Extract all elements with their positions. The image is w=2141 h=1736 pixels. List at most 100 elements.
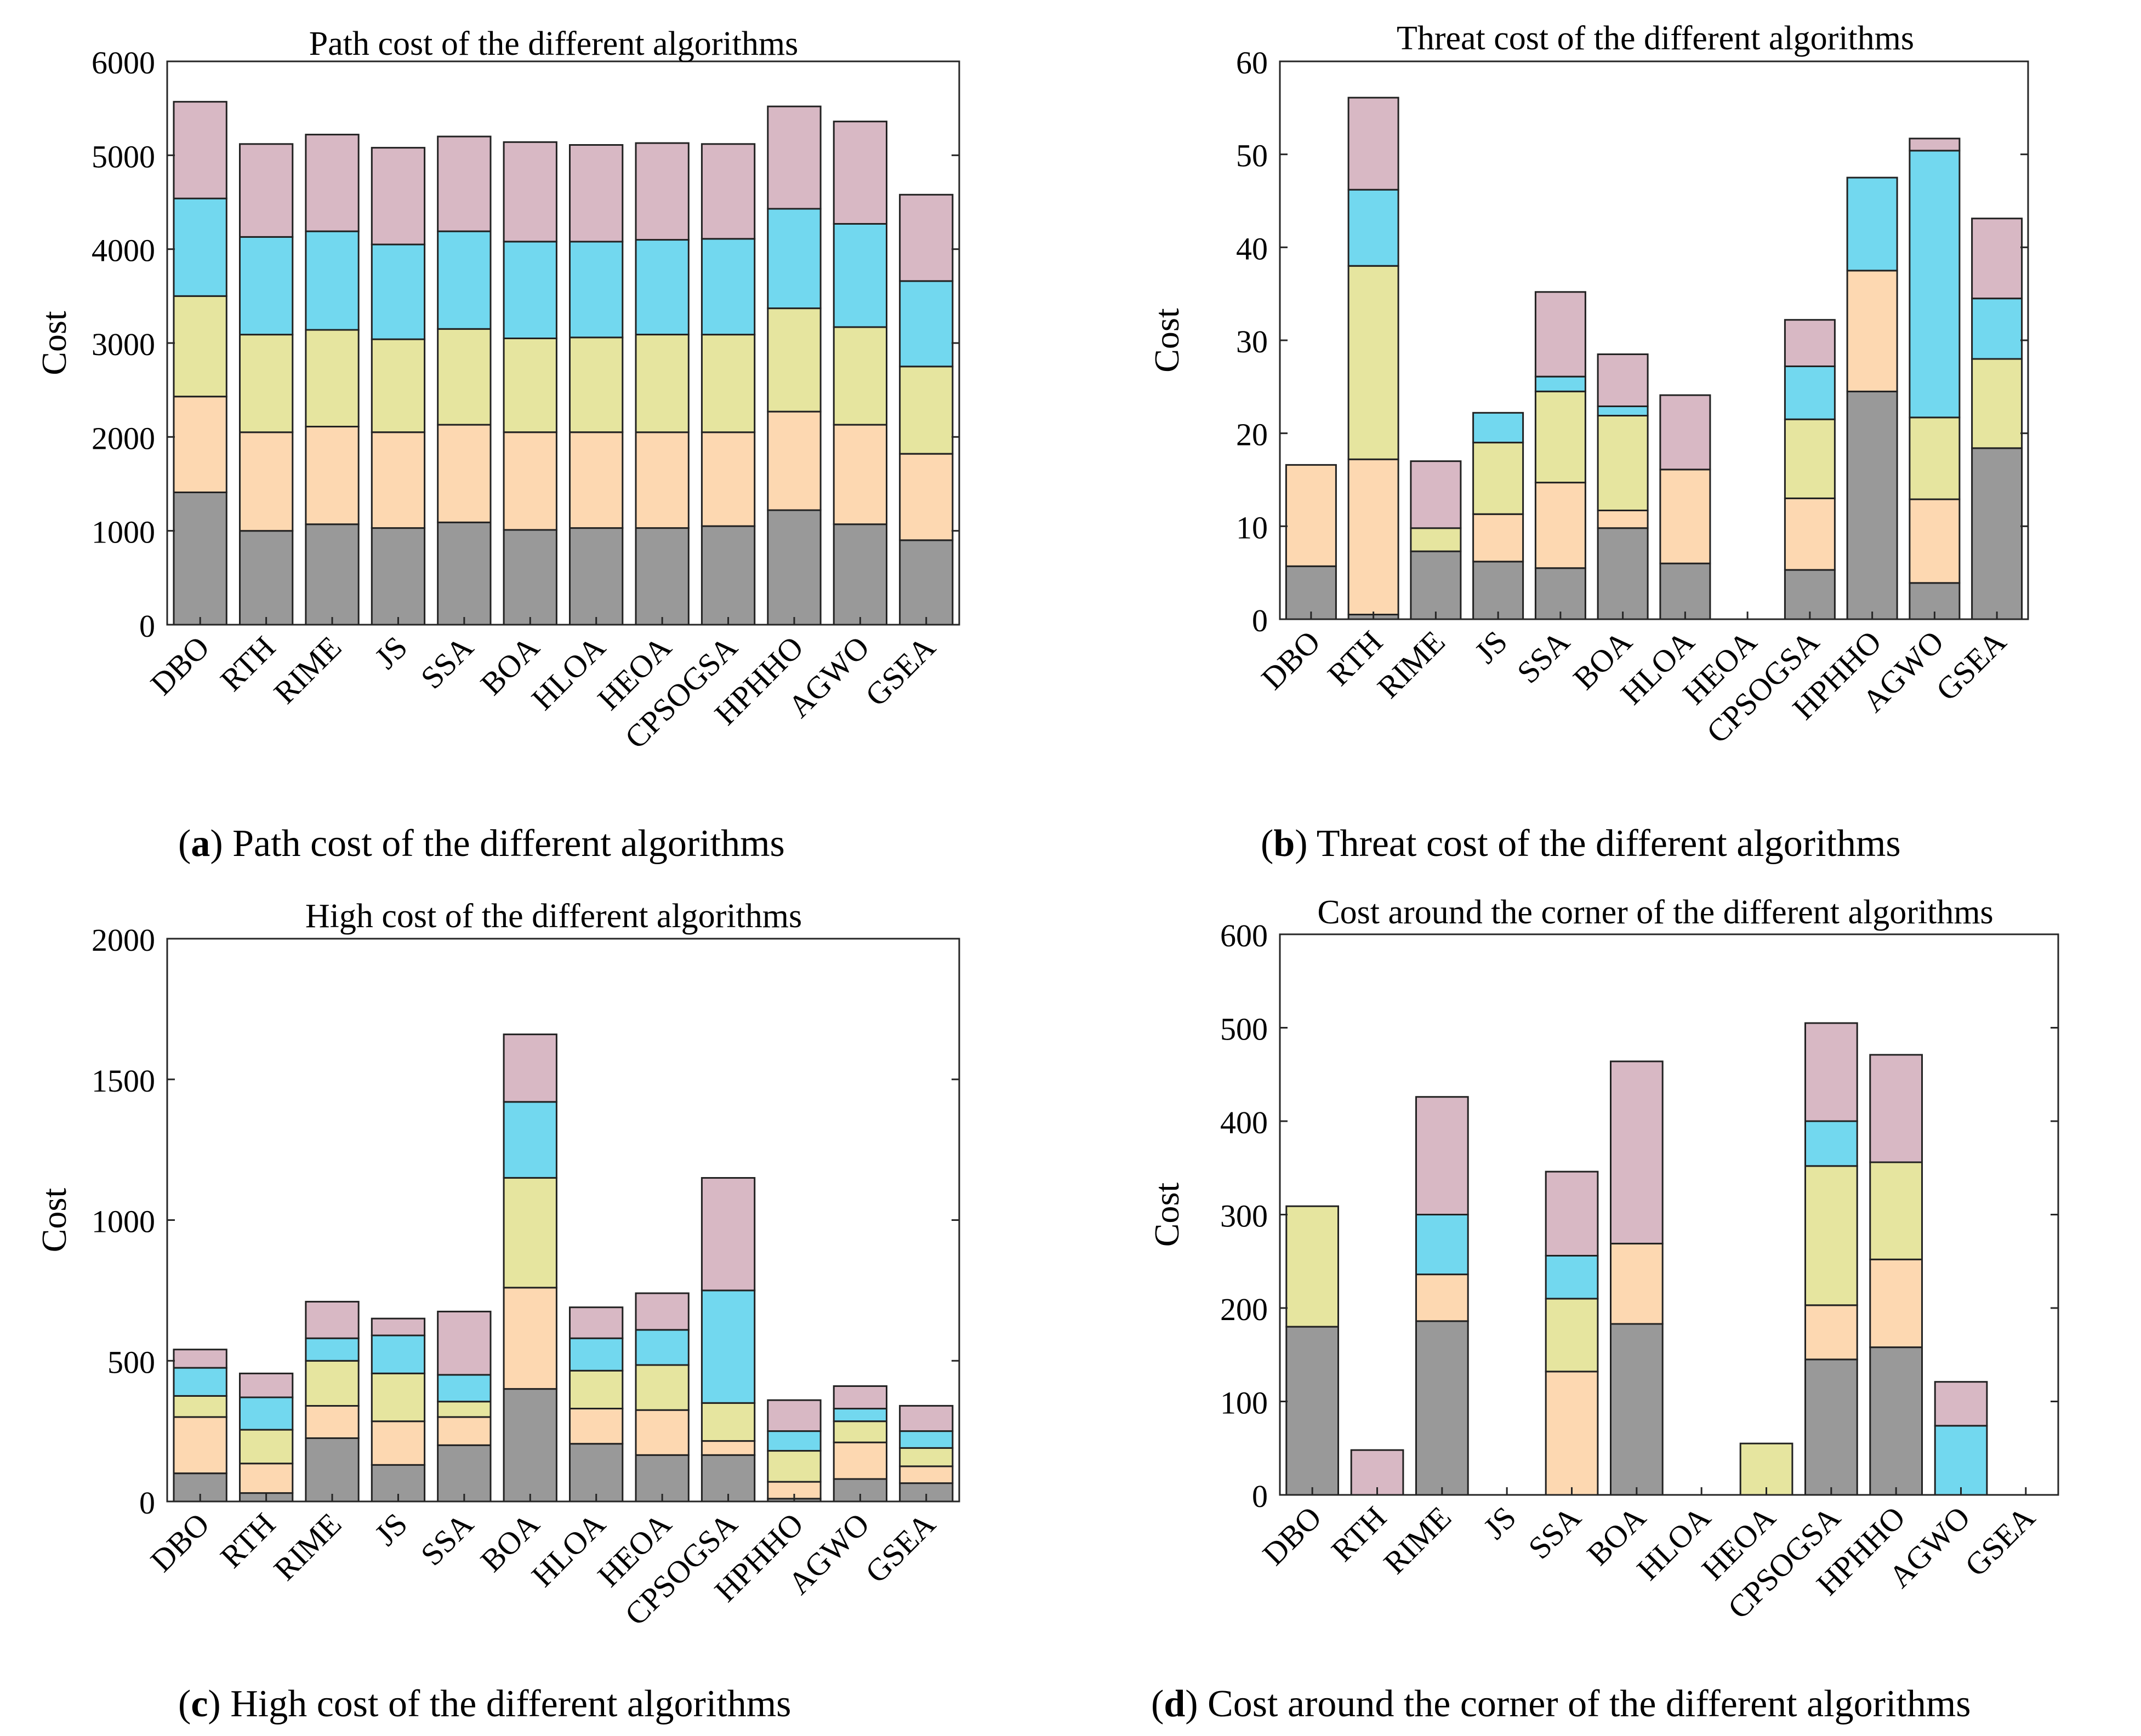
bar-cpsogsa-seg2: [701, 1440, 756, 1456]
y-tick-label: 1000: [92, 1204, 155, 1240]
bar-boa-seg2: [503, 431, 557, 531]
bar-hphho-seg4: [767, 208, 822, 310]
chart-title: Cost around the corner of the different …: [1317, 894, 1993, 931]
y-tick-label: 300: [1220, 1198, 1268, 1234]
x-tick-label-gsea: GSEA: [1958, 1499, 2042, 1583]
bar-rime-seg2: [305, 426, 360, 526]
bar-rime-seg4: [305, 230, 360, 331]
bar-heoa-seg3: [1739, 1442, 1793, 1496]
bar-agwo-seg2: [833, 424, 887, 526]
bar-agwo-seg2: [833, 1441, 887, 1480]
bar-dbo-seg1: [1285, 565, 1337, 620]
bar-agwo-seg3: [1909, 416, 1961, 500]
bar-ssa-seg2: [437, 424, 492, 523]
bar-rime-seg2: [1415, 1274, 1469, 1322]
x-tick-label-hloa: HLOA: [525, 629, 612, 717]
bar-dbo-seg5: [173, 101, 227, 199]
bar-ssa-seg1: [437, 521, 492, 626]
bar-heoa-seg4: [635, 239, 690, 335]
bar-rime-seg1: [1410, 550, 1462, 620]
bar-rime-seg2: [305, 1404, 360, 1439]
caption-b-text: ) Threat cost of the different algorithm…: [1295, 823, 1901, 865]
bar-js-seg2: [371, 431, 426, 529]
y-tick-label: 100: [1220, 1385, 1268, 1421]
bar-ssa-seg4: [1545, 1255, 1599, 1300]
bar-cpsogsa-seg2: [1804, 1304, 1858, 1361]
bar-cpsogsa-seg3: [701, 1402, 756, 1442]
chart-title: High cost of the different algorithms: [305, 898, 802, 935]
y-axis-label: Cost: [35, 311, 73, 375]
caption-d-text: ) Cost around the corner of the differen…: [1185, 1683, 1971, 1725]
bar-heoa-seg1: [635, 1454, 690, 1503]
bar-js-seg3: [371, 1372, 426, 1423]
bar-hphho-seg5: [767, 105, 822, 210]
bar-heoa-seg1: [635, 527, 690, 626]
bar-rth-seg2: [1347, 458, 1399, 615]
bar-hphho-seg2: [1869, 1258, 1923, 1349]
x-tick-label-js: JS: [368, 1506, 414, 1552]
bar-cpsogsa-seg3: [1784, 418, 1836, 499]
bar-gsea-seg2: [899, 1465, 954, 1484]
bar-boa-seg4: [1597, 406, 1649, 416]
bar-hloa-seg1: [569, 527, 624, 626]
y-tick-label: 3000: [92, 327, 155, 362]
y-tick-label: 0: [139, 1485, 155, 1521]
y-tick-label: 30: [1236, 324, 1268, 359]
x-tick-label-rime: RIME: [1370, 624, 1451, 705]
bar-hloa-seg5: [569, 1306, 624, 1339]
bar-cpsogsa-seg1: [1784, 569, 1836, 620]
y-axis-label: Cost: [1147, 1183, 1186, 1247]
x-tick-label-js: JS: [1477, 1499, 1523, 1546]
bar-rime-seg5: [1410, 460, 1462, 529]
bar-agwo-seg2: [1909, 498, 1961, 584]
bar-rime-seg1: [305, 1437, 360, 1503]
bar-rth-seg5: [239, 143, 294, 238]
bar-agwo-seg1: [833, 523, 887, 626]
x-tick-label-rime: RIME: [267, 1506, 348, 1587]
bar-rime-seg3: [305, 329, 360, 427]
bar-dbo-seg2: [173, 396, 227, 494]
bar-boa-seg5: [1597, 353, 1649, 407]
bar-agwo-seg4: [833, 222, 887, 328]
bar-heoa-seg3: [635, 1364, 690, 1411]
bar-rime-seg3: [1410, 527, 1462, 552]
bar-rime-seg4: [305, 1337, 360, 1362]
x-tick-label-rime: RIME: [1377, 1499, 1458, 1580]
bar-heoa-seg3: [635, 334, 690, 433]
y-tick-label: 0: [1252, 1478, 1268, 1514]
chart-title: Threat cost of the different algorithms: [1397, 20, 1914, 57]
chart-title: Path cost of the different algorithms: [309, 25, 799, 62]
bar-heoa-seg2: [635, 431, 690, 529]
y-tick-label: 600: [1220, 918, 1268, 953]
bar-gsea-seg3: [899, 366, 954, 455]
bar-ssa-seg2: [1534, 482, 1586, 569]
bar-hphho-seg3: [1869, 1161, 1923, 1260]
bar-hphho-seg3: [767, 307, 822, 413]
bar-dbo-seg3: [173, 295, 227, 398]
bar-ssa-seg3: [1545, 1298, 1599, 1373]
bar-dbo-seg4: [173, 197, 227, 297]
bar-rime-seg1: [1415, 1320, 1469, 1496]
bar-rime-seg3: [305, 1360, 360, 1407]
bar-agwo-seg4: [1909, 150, 1961, 419]
bar-hloa-seg4: [569, 1337, 624, 1372]
bar-hphho-seg1: [1869, 1346, 1923, 1496]
bar-js-seg1: [371, 527, 426, 626]
bar-rime-seg5: [305, 1300, 360, 1339]
x-tick-label-gsea: GSEA: [858, 1506, 942, 1590]
bar-ssa-seg3: [1534, 390, 1586, 484]
bar-hloa-seg3: [569, 1369, 624, 1409]
bar-dbo-seg1: [173, 491, 227, 626]
y-tick-label: 200: [1220, 1292, 1268, 1327]
bar-ssa-seg5: [1545, 1170, 1599, 1257]
bar-dbo-seg3: [1285, 1205, 1340, 1328]
bar-boa-seg1: [1597, 527, 1649, 620]
bar-agwo-seg5: [833, 1385, 887, 1410]
bar-js-seg5: [371, 147, 426, 245]
bar-cpsogsa-seg5: [701, 1177, 756, 1292]
bar-hloa-seg3: [569, 336, 624, 433]
bar-hphho-seg1: [1846, 390, 1898, 620]
bar-rime-seg5: [305, 134, 360, 232]
